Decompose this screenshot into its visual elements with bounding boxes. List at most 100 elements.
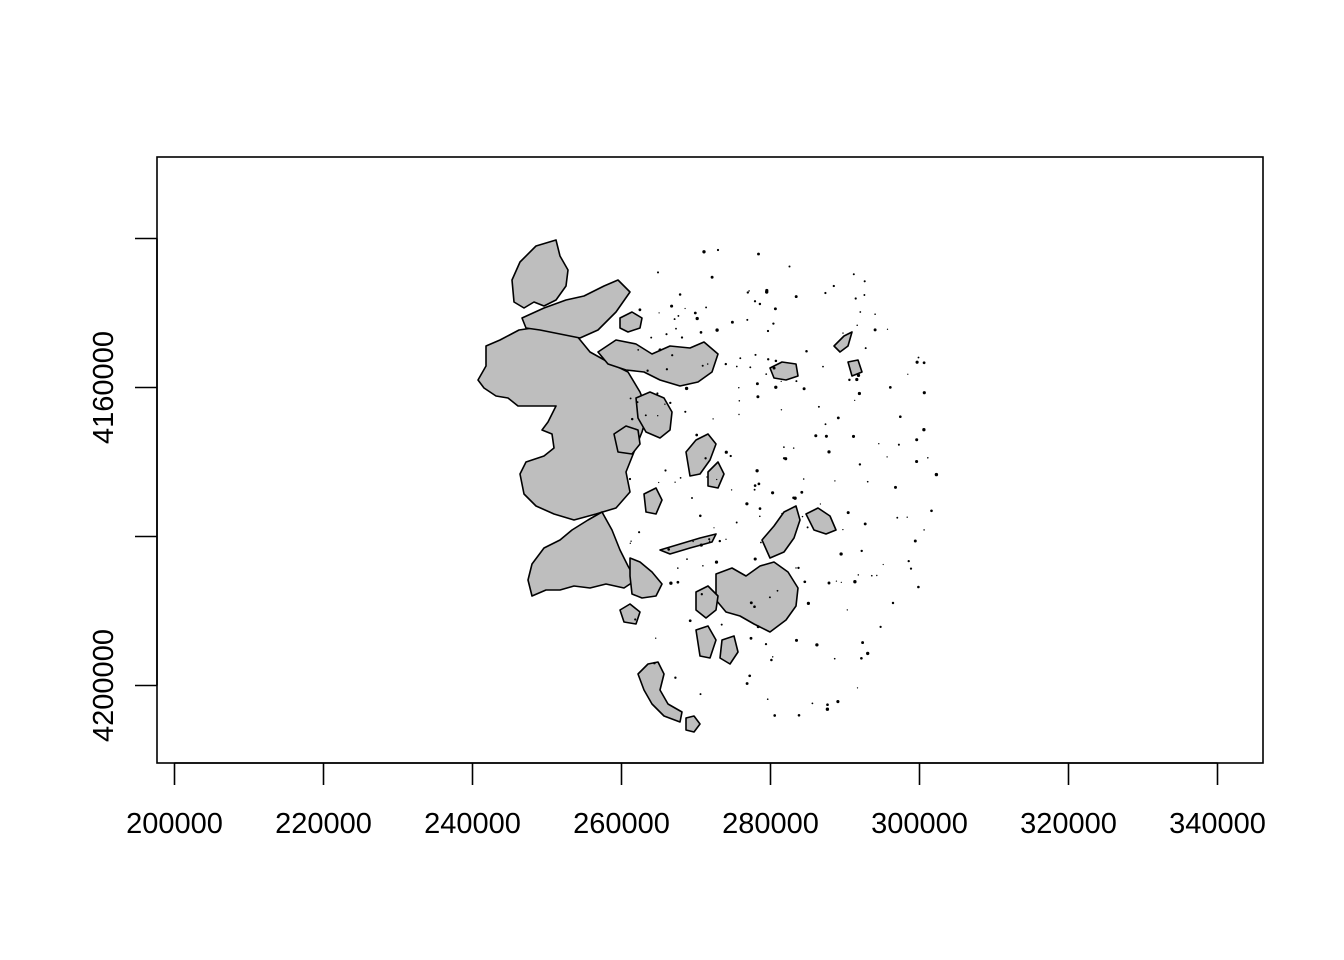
islet-dot bbox=[768, 596, 771, 599]
islet-dot bbox=[856, 324, 858, 327]
islet-dot bbox=[665, 368, 669, 371]
islet-dot bbox=[774, 359, 778, 363]
islet-dot bbox=[854, 297, 857, 300]
islet-dot bbox=[708, 540, 711, 542]
islet-dot bbox=[636, 401, 639, 404]
islet-dot bbox=[646, 369, 649, 372]
islet-dot bbox=[780, 409, 783, 411]
east-arm-polygon bbox=[597, 339, 719, 387]
south-small-b-polygon bbox=[719, 635, 739, 665]
islet-dot bbox=[835, 580, 838, 582]
islet-dot bbox=[824, 434, 828, 438]
islet-dot bbox=[866, 651, 870, 656]
islet-dots bbox=[628, 248, 939, 717]
islet-dot bbox=[842, 332, 844, 334]
islet-dot bbox=[888, 386, 892, 389]
x-tick-label: 280000 bbox=[722, 808, 819, 840]
islet-dot bbox=[839, 552, 843, 556]
south-inlet-polygon bbox=[629, 557, 663, 599]
islet-dot bbox=[774, 385, 778, 389]
islet-dot bbox=[802, 478, 805, 480]
east-far-a-polygon bbox=[769, 361, 799, 381]
islet-dot bbox=[628, 477, 632, 481]
islet-dot bbox=[878, 443, 880, 445]
islet-dot bbox=[653, 661, 656, 665]
islet-dot bbox=[907, 559, 910, 563]
islet-dot bbox=[922, 391, 926, 395]
islet-dot bbox=[826, 703, 829, 707]
islet-dot bbox=[846, 511, 850, 515]
islet-dot bbox=[882, 563, 884, 566]
islet-dot bbox=[746, 291, 749, 294]
islet-dot bbox=[814, 434, 818, 438]
islet-dot bbox=[766, 329, 770, 333]
islet-dot bbox=[771, 491, 775, 495]
islet-dot bbox=[776, 589, 779, 592]
islet-dot bbox=[783, 446, 785, 448]
islet-dot bbox=[764, 643, 768, 646]
islet-dot bbox=[638, 308, 642, 312]
islet-dot bbox=[770, 658, 773, 662]
islet-dot bbox=[718, 539, 721, 543]
northeast-peninsula-polygon bbox=[521, 279, 631, 339]
islet-dot bbox=[638, 531, 641, 534]
islet-dot bbox=[759, 515, 761, 518]
islet-dot bbox=[684, 386, 689, 391]
islet-dot bbox=[753, 605, 756, 609]
islet-dot bbox=[705, 306, 708, 309]
islet-dot bbox=[833, 657, 836, 660]
islet-dot bbox=[852, 273, 855, 276]
islet-dot bbox=[797, 566, 800, 570]
islet-dot bbox=[676, 580, 680, 584]
islet-dot bbox=[856, 687, 859, 689]
islet-dot bbox=[715, 328, 719, 332]
islet-dot bbox=[856, 373, 861, 378]
islet-dot bbox=[773, 714, 777, 717]
islet-dot bbox=[730, 320, 734, 324]
islet-dot bbox=[917, 585, 920, 589]
islet-dot bbox=[765, 288, 769, 293]
islet-dot bbox=[665, 333, 668, 336]
islet-dot bbox=[766, 698, 769, 701]
islet-dot bbox=[706, 363, 709, 365]
islet-dot bbox=[824, 423, 827, 426]
main-island-polygon bbox=[477, 325, 649, 521]
southeast-cluster-polygon bbox=[715, 561, 799, 633]
islet-dot bbox=[854, 399, 856, 402]
islet-dot bbox=[800, 490, 804, 494]
islet-dot bbox=[692, 540, 694, 543]
small-island-e-polygon bbox=[685, 715, 701, 733]
islet-dot bbox=[756, 395, 760, 399]
small-island-d-polygon bbox=[619, 311, 643, 333]
islet-dot bbox=[674, 481, 676, 483]
islet-dot bbox=[836, 416, 840, 420]
islet-dot bbox=[898, 415, 902, 419]
islet-dot bbox=[670, 304, 674, 308]
islet-dot bbox=[738, 413, 740, 416]
islet-dot bbox=[824, 291, 827, 295]
islet-dot bbox=[897, 443, 900, 446]
islet-dot bbox=[748, 290, 750, 292]
islet-dot bbox=[860, 656, 863, 660]
islet-dot bbox=[792, 447, 795, 449]
islet-dot bbox=[699, 514, 702, 518]
islet-dot bbox=[891, 601, 895, 605]
islet-dot bbox=[896, 516, 899, 519]
islet-dot bbox=[699, 543, 703, 547]
islet-dot bbox=[674, 676, 677, 679]
islet-dot bbox=[630, 540, 632, 542]
x-tick-label: 240000 bbox=[424, 808, 521, 840]
islet-dot bbox=[700, 593, 703, 596]
islet-dot bbox=[712, 418, 714, 420]
islet-dot bbox=[803, 580, 807, 584]
islet-dot bbox=[860, 549, 863, 553]
south-mid-polygon bbox=[695, 625, 717, 659]
islet-dot bbox=[857, 574, 860, 576]
islet-dot bbox=[688, 619, 692, 623]
islet-dot bbox=[673, 318, 676, 321]
islet-dot bbox=[656, 271, 660, 274]
islet-dot bbox=[906, 516, 908, 518]
islet-dot bbox=[738, 400, 741, 402]
islet-dot bbox=[753, 557, 757, 561]
islet-dot bbox=[693, 311, 697, 315]
